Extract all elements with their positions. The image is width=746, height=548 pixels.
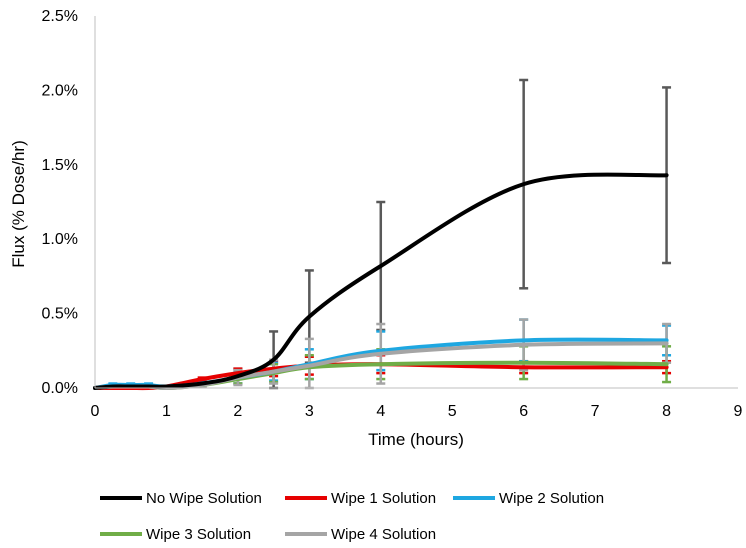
x-tick-label: 3 bbox=[305, 403, 314, 420]
y-axis-title: Flux (% Dose/hr) bbox=[9, 140, 28, 268]
legend: No Wipe Solution Wipe 1 Solution Wipe 2 So… bbox=[100, 490, 604, 543]
legend-item: Wipe 1 Solution bbox=[285, 490, 436, 507]
legend-label: Wipe 3 Solution bbox=[146, 526, 251, 543]
x-axis-title: Time (hours) bbox=[368, 430, 464, 449]
series-line-no-wipe-solution bbox=[93, 172, 669, 390]
x-tick-labels: 0 1 2 3 4 5 6 7 8 9 bbox=[91, 403, 743, 420]
x-tick-label: 8 bbox=[662, 403, 671, 420]
legend-label: Wipe 2 Solution bbox=[499, 490, 604, 507]
y-tick-labels: 0.0% 0.5% 1.0% 1.5% 2.0% 2.5% bbox=[42, 8, 78, 397]
legend-item: Wipe 4 Solution bbox=[285, 526, 436, 543]
y-tick-label: 0.5% bbox=[42, 306, 78, 323]
y-tick-label: 2.0% bbox=[42, 82, 78, 99]
legend-label: Wipe 4 Solution bbox=[331, 526, 436, 543]
legend-item: No Wipe Solution bbox=[100, 490, 262, 507]
x-tick-label: 5 bbox=[448, 403, 457, 420]
legend-label: No Wipe Solution bbox=[146, 490, 262, 507]
legend-label: Wipe 1 Solution bbox=[331, 490, 436, 507]
y-tick-label: 1.5% bbox=[42, 157, 78, 174]
x-tick-label: 2 bbox=[233, 403, 242, 420]
y-tick-label: 2.5% bbox=[42, 8, 78, 25]
x-tick-label: 7 bbox=[591, 403, 600, 420]
legend-item: Wipe 2 Solution bbox=[453, 490, 604, 507]
y-tick-label: 0.0% bbox=[42, 380, 78, 397]
y-tick-label: 1.0% bbox=[42, 231, 78, 248]
x-tick-label: 6 bbox=[519, 403, 528, 420]
series-lines bbox=[93, 172, 669, 391]
x-tick-label: 9 bbox=[734, 403, 743, 420]
x-tick-label: 0 bbox=[91, 403, 100, 420]
legend-item: Wipe 3 Solution bbox=[100, 526, 251, 543]
x-tick-label: 1 bbox=[162, 403, 171, 420]
axes bbox=[94, 16, 738, 389]
x-tick-label: 4 bbox=[376, 403, 385, 420]
